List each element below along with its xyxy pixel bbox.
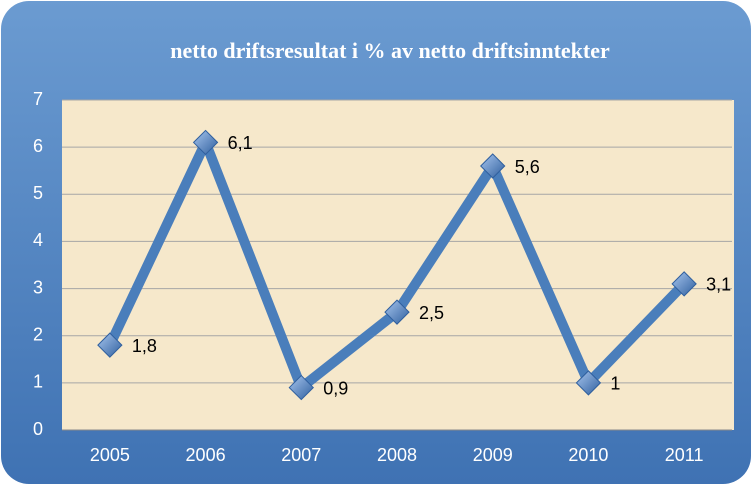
marker — [384, 299, 410, 325]
x-tick-label: 2008 — [377, 445, 417, 465]
y-tick-label: 7 — [33, 89, 43, 109]
y-tick-label: 4 — [33, 230, 43, 250]
marker — [192, 129, 219, 156]
data-label: 1,8 — [132, 336, 157, 356]
y-tick-label: 0 — [33, 419, 43, 439]
marker — [671, 271, 697, 297]
y-tick-label: 3 — [33, 277, 43, 297]
x-tick-label: 2011 — [665, 445, 704, 465]
plot-area — [62, 100, 734, 430]
x-tick-label: 2007 — [281, 445, 321, 465]
data-label: 0,9 — [323, 378, 348, 398]
marker — [480, 153, 506, 179]
y-tick-label: 5 — [33, 183, 43, 203]
data-label: 2,5 — [419, 303, 444, 323]
marker — [288, 374, 314, 401]
x-tick-label: 2009 — [473, 445, 513, 465]
y-tick-label: 2 — [33, 324, 43, 344]
chart-title: netto driftsresultat i % av netto drifts… — [170, 38, 610, 63]
marker — [97, 332, 123, 358]
x-tick-label: 2010 — [568, 445, 608, 465]
data-label: 5,6 — [515, 157, 540, 177]
data-label: 1 — [610, 374, 620, 394]
marker — [575, 370, 602, 396]
x-tick-label: 2006 — [186, 445, 226, 465]
data-label: 3,1 — [706, 275, 731, 295]
x-tick-label: 2005 — [90, 445, 130, 465]
y-tick-label: 6 — [33, 136, 43, 156]
y-tick-label: 1 — [33, 372, 43, 392]
data-label: 6,1 — [228, 133, 253, 153]
